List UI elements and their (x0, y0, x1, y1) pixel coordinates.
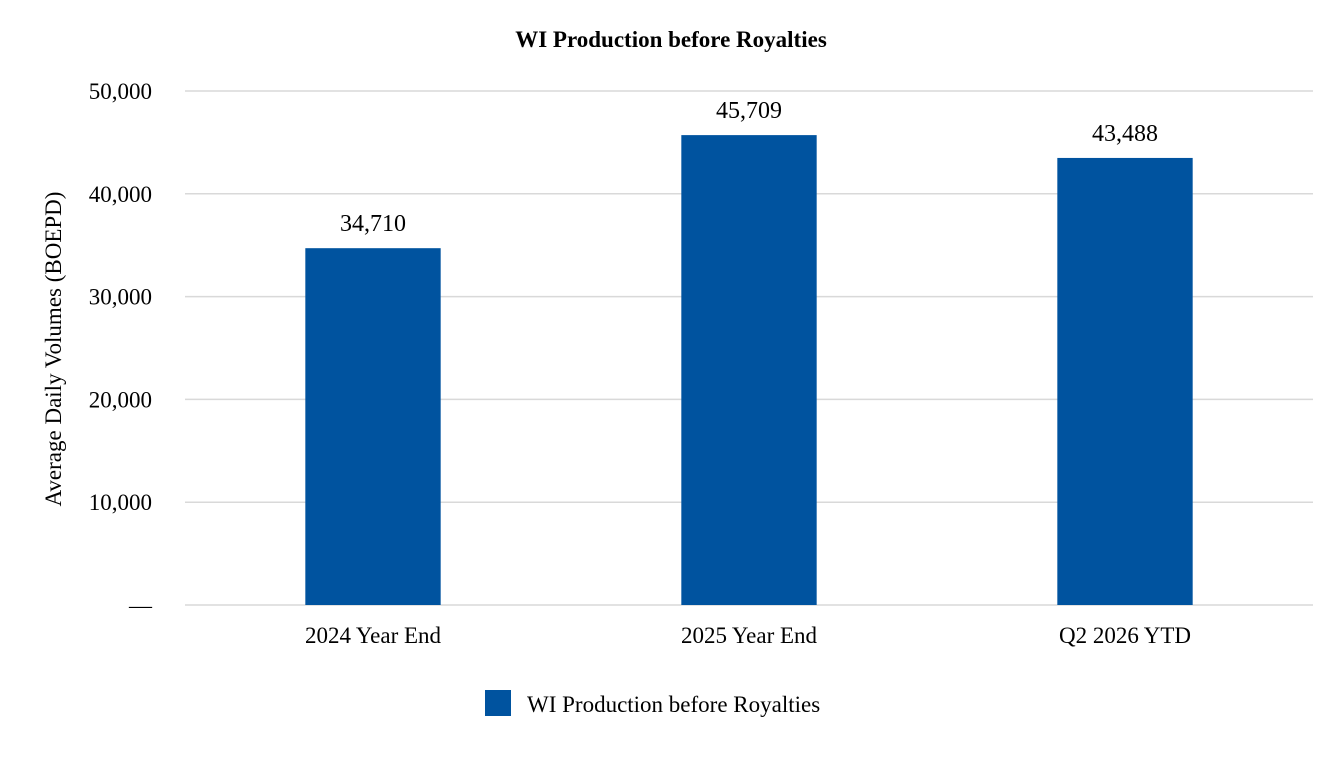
legend-swatch (485, 690, 511, 716)
y-tick-label: 20,000 (89, 387, 152, 412)
x-tick-label: 2024 Year End (305, 623, 442, 648)
chart-title: WI Production before Royalties (515, 27, 827, 52)
data-labels: 34,710 45,709 43,488 (340, 98, 1158, 237)
data-label: 43,488 (1092, 121, 1158, 147)
bar (681, 135, 817, 605)
x-tick-label: 2025 Year End (681, 623, 818, 648)
data-label: 34,710 (340, 211, 406, 237)
data-label: 45,709 (716, 98, 782, 124)
bars (305, 135, 1193, 605)
y-axis-ticks: — 10,000 20,000 30,000 40,000 50,000 (89, 79, 153, 618)
y-tick-label: 50,000 (89, 79, 152, 104)
y-tick-label: 40,000 (89, 182, 152, 207)
x-axis-ticks: 2024 Year End 2025 Year End Q2 2026 YTD (305, 623, 1191, 648)
legend: WI Production before Royalties (485, 690, 820, 717)
bar (1057, 157, 1193, 605)
legend-label: WI Production before Royalties (527, 692, 820, 717)
y-axis-label: Average Daily Volumes (BOEPD) (41, 192, 66, 507)
y-tick-label: 30,000 (89, 285, 152, 310)
bar (305, 248, 441, 605)
y-tick-label: 10,000 (89, 490, 152, 515)
y-tick-label: — (128, 593, 153, 618)
x-tick-label: Q2 2026 YTD (1059, 623, 1191, 648)
